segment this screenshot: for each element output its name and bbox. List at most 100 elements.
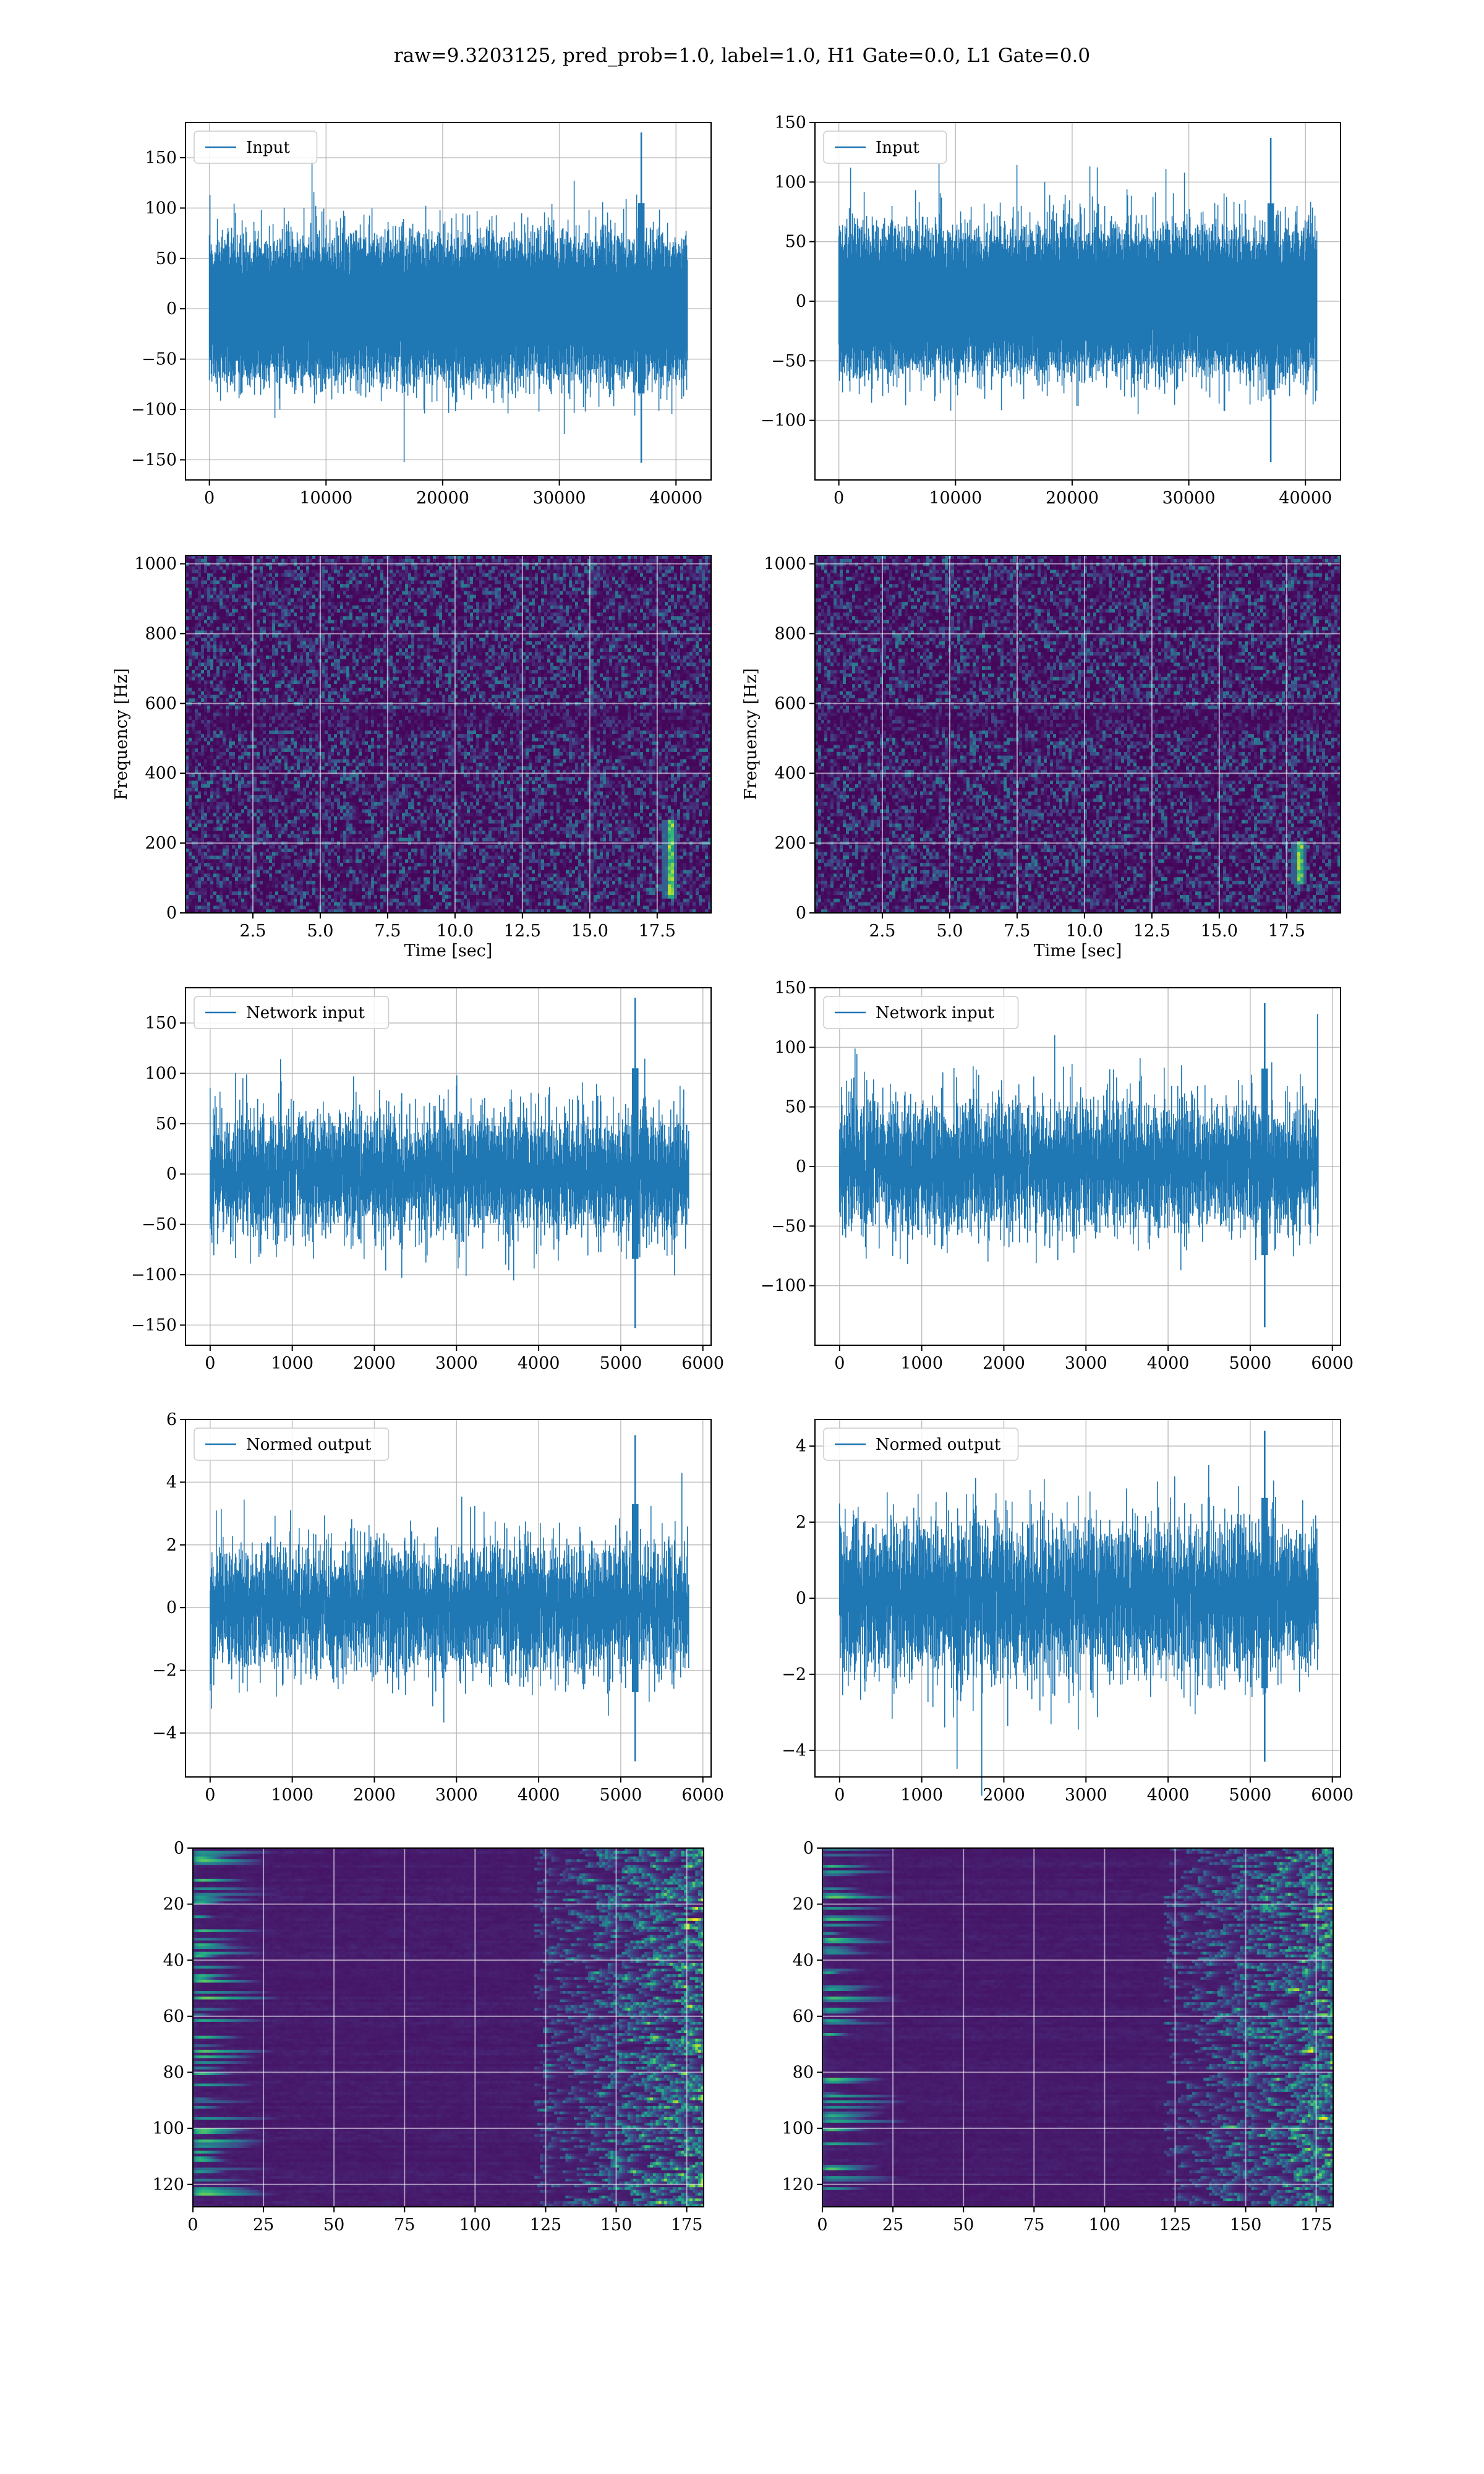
legend-label: Normed output bbox=[876, 1436, 1001, 1454]
y-tick-label: 60 bbox=[163, 2007, 184, 2026]
y-tick-label: 150 bbox=[145, 1014, 177, 1033]
y-tick-label: −50 bbox=[142, 1215, 177, 1235]
x-tick-label: 0 bbox=[834, 1354, 845, 1373]
y-tick-label: 50 bbox=[156, 249, 177, 268]
x-tick-label: 5.0 bbox=[307, 922, 333, 941]
y-tick-label: 0 bbox=[166, 904, 177, 923]
x-tick-label: 2000 bbox=[983, 1354, 1025, 1373]
y-tick-label: −4 bbox=[152, 1724, 177, 1743]
y-tick-label: −2 bbox=[782, 1665, 806, 1684]
y-tick-label: 2 bbox=[796, 1513, 806, 1532]
x-tick-label: 5000 bbox=[1229, 1786, 1272, 1805]
y-tick-label: 0 bbox=[174, 1839, 184, 1858]
x-tick-label: 2.5 bbox=[239, 922, 266, 941]
x-tick-label: 75 bbox=[1023, 2215, 1044, 2235]
y-tick-label: 150 bbox=[145, 148, 177, 168]
x-tick-label: 1000 bbox=[271, 1786, 313, 1805]
y-tick-label: 100 bbox=[145, 199, 177, 218]
y-tick-label: −50 bbox=[142, 350, 177, 369]
x-tick-label: 175 bbox=[1300, 2215, 1333, 2235]
x-tick-label: 25 bbox=[253, 2215, 274, 2235]
x-axis-label: Time [sec] bbox=[404, 941, 493, 961]
x-tick-label: 40000 bbox=[649, 489, 702, 508]
x-tick-label: 1000 bbox=[900, 1354, 943, 1373]
x-tick-label: 4000 bbox=[518, 1354, 560, 1373]
x-tick-label: 0 bbox=[834, 489, 844, 508]
x-tick-label: 12.5 bbox=[504, 922, 541, 941]
legend-label: Input bbox=[246, 139, 290, 157]
y-tick-label: 4 bbox=[166, 1473, 177, 1492]
y-tick-label: 120 bbox=[782, 2175, 814, 2194]
x-tick-label: 20000 bbox=[416, 489, 469, 508]
x-tick-label: 50 bbox=[323, 2215, 344, 2235]
y-tick-label: 50 bbox=[156, 1115, 177, 1134]
x-tick-label: 4000 bbox=[1147, 1786, 1190, 1805]
y-tick-label: 80 bbox=[163, 2063, 184, 2082]
y-tick-label: 200 bbox=[774, 834, 806, 853]
x-tick-label: 5000 bbox=[1229, 1354, 1272, 1373]
x-tick-label: 125 bbox=[1159, 2215, 1192, 2235]
x-tick-label: 10000 bbox=[299, 489, 352, 508]
x-tick-label: 2000 bbox=[983, 1786, 1025, 1805]
y-tick-label: 120 bbox=[152, 2175, 184, 2194]
y-tick-label: 0 bbox=[166, 1598, 177, 1617]
x-tick-label: 150 bbox=[600, 2215, 633, 2235]
y-tick-label: −50 bbox=[771, 1217, 806, 1236]
legend: Normed output bbox=[824, 1428, 1018, 1460]
y-tick-label: −100 bbox=[761, 1277, 806, 1296]
feature-map-image bbox=[822, 1848, 1334, 2207]
legend-label: Network input bbox=[876, 1004, 994, 1022]
spectrogram-image bbox=[815, 555, 1341, 914]
x-tick-label: 0 bbox=[205, 1354, 215, 1373]
x-tick-label: 25 bbox=[882, 2215, 903, 2235]
y-tick-label: −150 bbox=[131, 1316, 177, 1335]
y-tick-label: 1000 bbox=[134, 555, 177, 574]
x-tick-label: 2000 bbox=[353, 1354, 396, 1373]
x-tick-label: 1000 bbox=[900, 1786, 943, 1805]
y-tick-label: 0 bbox=[796, 1589, 806, 1608]
x-tick-label: 5000 bbox=[600, 1786, 642, 1805]
x-tick-label: 10.0 bbox=[437, 922, 474, 941]
y-tick-label: 150 bbox=[774, 113, 806, 132]
x-tick-label: 17.5 bbox=[1268, 922, 1305, 941]
x-tick-label: 4000 bbox=[1147, 1354, 1190, 1373]
legend-label: Input bbox=[876, 139, 919, 157]
x-tick-label: 0 bbox=[817, 2215, 827, 2235]
x-tick-label: 0 bbox=[834, 1786, 845, 1805]
feature-map-image bbox=[193, 1848, 704, 2207]
x-axis-label: Time [sec] bbox=[1034, 941, 1122, 961]
x-tick-label: 6000 bbox=[1311, 1786, 1354, 1805]
chart-spec_l1: 2.5 5.0 7.5 10.0 12.5 15.0 17.5020040060080010… bbox=[741, 555, 1341, 961]
x-tick-label: 50 bbox=[953, 2215, 974, 2235]
x-tick-label: 30000 bbox=[1162, 489, 1216, 508]
y-tick-label: 1000 bbox=[764, 555, 806, 574]
x-tick-label: 6000 bbox=[1311, 1354, 1354, 1373]
x-tick-label: 1000 bbox=[271, 1354, 313, 1373]
y-tick-label: 4 bbox=[796, 1437, 806, 1456]
y-axis-label: Frequency [Hz] bbox=[112, 668, 131, 800]
legend: Network input bbox=[824, 996, 1018, 1029]
y-tick-label: −100 bbox=[131, 400, 177, 419]
y-tick-label: 800 bbox=[774, 624, 806, 643]
x-tick-label: 3000 bbox=[1065, 1354, 1107, 1373]
y-tick-label: 100 bbox=[145, 1064, 177, 1083]
x-tick-label: 10.0 bbox=[1066, 922, 1103, 941]
x-tick-label: 75 bbox=[394, 2215, 415, 2235]
x-tick-label: 20000 bbox=[1046, 489, 1099, 508]
y-tick-label: 600 bbox=[145, 694, 177, 713]
y-tick-label: −50 bbox=[771, 351, 806, 370]
x-tick-label: 0 bbox=[204, 489, 215, 508]
x-tick-label: 125 bbox=[530, 2215, 562, 2235]
x-tick-label: 100 bbox=[459, 2215, 492, 2235]
y-tick-label: 0 bbox=[803, 1839, 814, 1858]
legend: Network input bbox=[194, 996, 389, 1029]
legend-label: Normed output bbox=[246, 1436, 372, 1454]
y-tick-label: 100 bbox=[782, 2119, 814, 2138]
y-tick-label: −150 bbox=[131, 450, 177, 469]
y-tick-label: 80 bbox=[793, 2063, 814, 2082]
x-tick-label: 0 bbox=[187, 2215, 198, 2235]
x-tick-label: 3000 bbox=[1065, 1786, 1107, 1805]
y-tick-label: 0 bbox=[166, 299, 177, 319]
